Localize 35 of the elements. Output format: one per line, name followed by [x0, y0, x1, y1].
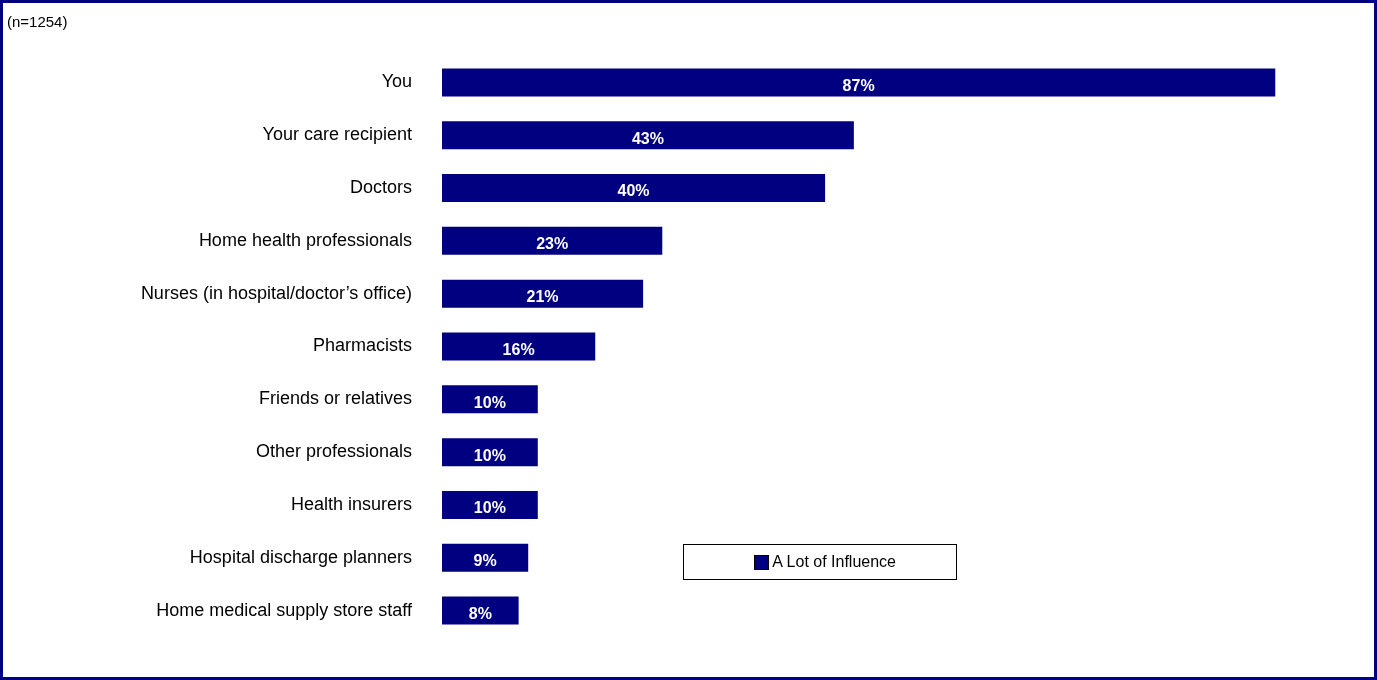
data-label: 40% [617, 182, 650, 200]
data-label: 87% [842, 76, 875, 94]
y-tick-label: Friends or relatives [258, 388, 412, 409]
bar [442, 385, 538, 414]
bar [442, 596, 519, 625]
y-tick-label: Doctors [349, 177, 412, 198]
data-label: 10% [473, 499, 506, 517]
y-tick-label: Hospital discharge planners [189, 546, 412, 567]
y-tick-label: Your care recipient [262, 124, 412, 145]
y-tick-label: You [381, 71, 412, 92]
data-label: 10% [473, 446, 506, 464]
data-label: 21% [526, 288, 559, 306]
data-label: 10% [473, 393, 506, 411]
y-tick-label: Home medical supply store staff [156, 599, 413, 620]
y-tick-label: Pharmacists [312, 335, 412, 356]
y-tick-label: Other professionals [255, 441, 412, 462]
data-label: 9% [473, 552, 497, 570]
bar [442, 279, 644, 308]
y-tick-label: Home health professionals [198, 229, 412, 250]
y-tick-label: Health insurers [290, 493, 412, 514]
bar [442, 332, 596, 361]
data-label: 16% [502, 340, 535, 358]
data-label: 23% [536, 235, 569, 253]
bar [442, 543, 529, 572]
bar [442, 438, 538, 467]
bar [442, 174, 826, 203]
text: (n=1254) [7, 13, 68, 30]
bar [442, 226, 663, 255]
data-label: 8% [468, 605, 492, 622]
bar [442, 121, 854, 150]
y-tick-label: Nurses (in hospital/doctor’s office) [140, 282, 412, 303]
data-label: 43% [631, 129, 664, 147]
bar [442, 490, 538, 519]
bar [442, 68, 1276, 97]
legend-label: A Lot of Influence [772, 553, 897, 572]
